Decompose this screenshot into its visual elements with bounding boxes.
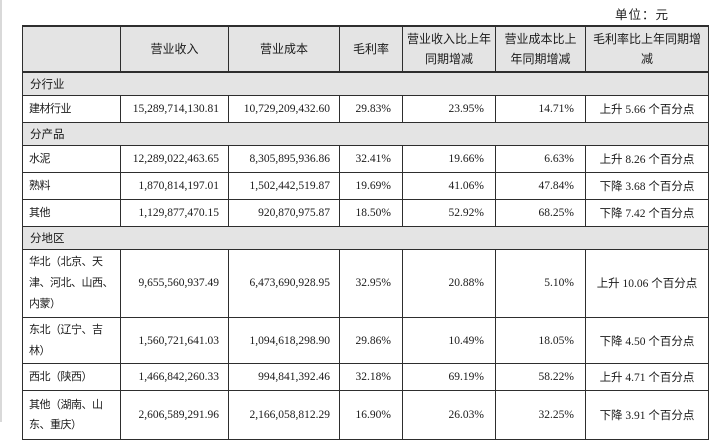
margin-cell: 32.41% bbox=[339, 145, 403, 173]
data-row: 建材行业 15,289,714,130.81 10,729,209,432.60 29… bbox=[22, 95, 709, 123]
cost-cell: 1,094,618,298.90 bbox=[228, 316, 340, 365]
revenue-yoy-cell: 41.06% bbox=[402, 172, 496, 200]
revenue-cell: 1,560,721,641.03 bbox=[120, 316, 229, 365]
cost-yoy-cell: 47.84% bbox=[495, 172, 586, 200]
cost-cell: 2,166,058,812.29 bbox=[228, 390, 340, 440]
column-header-cost_yoy: 营业成本比上年同期增减 bbox=[495, 25, 586, 73]
cost-cell: 994,841,392.46 bbox=[228, 363, 340, 392]
section-label-cell: 分地区 bbox=[22, 226, 709, 250]
revenue-cell: 2,606,589,291.96 bbox=[120, 390, 229, 440]
cost-yoy-cell: 5.10% bbox=[495, 249, 586, 318]
section-row: 分产品 bbox=[22, 122, 709, 146]
row-label-cell: 水泥 bbox=[22, 145, 121, 173]
cost-yoy-cell: 14.71% bbox=[495, 95, 586, 123]
revenue-cell: 1,466,842,260.33 bbox=[120, 363, 229, 392]
margin-cell: 32.18% bbox=[339, 363, 403, 392]
margin-yoy-cell: 上升 10.06 个百分点 bbox=[585, 249, 709, 318]
revenue-cell: 9,655,560,937.49 bbox=[120, 249, 229, 318]
section-row: 分行业 bbox=[22, 71, 709, 96]
table-body: 分行业 建材行业 15,289,714,130.81 10,729,209,432.6… bbox=[22, 71, 709, 440]
revenue-yoy-cell: 23.95% bbox=[402, 95, 496, 123]
margin-yoy-cell: 上升 5.66 个百分点 bbox=[585, 95, 709, 123]
data-row: 华北（北京、天津、河北、山西、内蒙） 9,655,560,937.49 6,473,… bbox=[22, 249, 709, 318]
margin-cell: 16.90% bbox=[339, 390, 403, 440]
margin-cell: 19.69% bbox=[339, 172, 403, 200]
cost-cell: 1,502,442,519.87 bbox=[228, 172, 340, 200]
cost-yoy-cell: 58.22% bbox=[495, 363, 586, 392]
cost-yoy-cell: 18.05% bbox=[495, 316, 586, 365]
row-label-cell: 华北（北京、天津、河北、山西、内蒙） bbox=[22, 249, 121, 318]
column-header-margin_yoy: 毛利率比上年同期增减 bbox=[585, 25, 709, 73]
table-header: 营业收入 营业成本 毛利率 营业收入比上年同期增减 营业成本比上年同期增减 毛利率比上年同… bbox=[22, 25, 709, 73]
page-edge-line bbox=[0, 0, 2, 422]
revenue-yoy-cell: 26.03% bbox=[402, 390, 496, 440]
section-label-cell: 分行业 bbox=[22, 71, 709, 96]
revenue-cell: 12,289,022,463.65 bbox=[120, 145, 229, 173]
margin-cell: 29.86% bbox=[339, 316, 403, 365]
cost-yoy-cell: 6.63% bbox=[495, 145, 586, 173]
cost-cell: 10,729,209,432.60 bbox=[228, 95, 340, 123]
data-row: 东北（辽宁、吉林） 1,560,721,641.03 1,094,618,298.9… bbox=[22, 316, 709, 365]
column-header-revenue: 营业收入 bbox=[120, 25, 229, 73]
row-label-cell: 东北（辽宁、吉林） bbox=[22, 316, 121, 365]
revenue-yoy-cell: 69.19% bbox=[402, 363, 496, 392]
data-row: 熟料 1,870,814,197.01 1,502,442,519.87 19.69%… bbox=[22, 172, 709, 200]
revenue-cell: 1,129,877,470.15 bbox=[120, 199, 229, 227]
cost-cell: 920,870,975.87 bbox=[228, 199, 340, 227]
margin-yoy-cell: 下降 4.50 个百分点 bbox=[585, 316, 709, 365]
revenue-yoy-cell: 20.88% bbox=[402, 249, 496, 318]
row-label-cell: 其他 bbox=[22, 199, 121, 227]
margin-yoy-cell: 下降 7.42 个百分点 bbox=[585, 199, 709, 227]
data-row: 其他（湖南、山东、重庆） 2,606,589,291.96 2,166,058,81… bbox=[22, 390, 709, 440]
cost-yoy-cell: 68.25% bbox=[495, 199, 586, 227]
column-header-cost: 营业成本 bbox=[228, 25, 340, 73]
cost-yoy-cell: 32.25% bbox=[495, 390, 586, 440]
data-row: 其他 1,129,877,470.15 920,870,975.87 18.50% 52… bbox=[22, 199, 709, 227]
section-row: 分地区 bbox=[22, 226, 709, 250]
column-header-margin: 毛利率 bbox=[339, 25, 403, 73]
revenue-yoy-cell: 19.66% bbox=[402, 145, 496, 173]
margin-yoy-cell: 上升 8.26 个百分点 bbox=[585, 145, 709, 173]
header-row: 营业收入 营业成本 毛利率 营业收入比上年同期增减 营业成本比上年同期增减 毛利率比上年同… bbox=[22, 25, 709, 73]
row-label-cell: 建材行业 bbox=[22, 95, 121, 123]
row-label-cell: 熟料 bbox=[22, 172, 121, 200]
data-row: 西北（陕西） 1,466,842,260.33 994,841,392.46 32.1… bbox=[22, 363, 709, 392]
row-label-cell: 其他（湖南、山东、重庆） bbox=[22, 390, 121, 440]
revenue-yoy-cell: 52.92% bbox=[402, 199, 496, 227]
margin-cell: 32.95% bbox=[339, 249, 403, 318]
margin-cell: 29.83% bbox=[339, 95, 403, 123]
column-header-revenue_yoy: 营业收入比上年同期增减 bbox=[402, 25, 496, 73]
cost-cell: 8,305,895,936.86 bbox=[228, 145, 340, 173]
financial-table: 营业收入 营业成本 毛利率 营业收入比上年同期增减 营业成本比上年同期增减 毛利率比上年同… bbox=[22, 25, 709, 440]
margin-cell: 18.50% bbox=[339, 199, 403, 227]
data-row: 水泥 12,289,022,463.65 8,305,895,936.86 32.41… bbox=[22, 145, 709, 173]
column-header-label bbox=[22, 25, 121, 73]
row-label-cell: 西北（陕西） bbox=[22, 363, 121, 392]
revenue-cell: 1,870,814,197.01 bbox=[120, 172, 229, 200]
revenue-yoy-cell: 10.49% bbox=[402, 316, 496, 365]
margin-yoy-cell: 下降 3.91 个百分点 bbox=[585, 390, 709, 440]
revenue-cell: 15,289,714,130.81 bbox=[120, 95, 229, 123]
section-label-cell: 分产品 bbox=[22, 122, 709, 146]
margin-yoy-cell: 上升 4.71 个百分点 bbox=[585, 363, 709, 392]
unit-label: 单位：元 bbox=[614, 8, 669, 22]
margin-yoy-cell: 下降 3.68 个百分点 bbox=[585, 172, 709, 200]
cost-cell: 6,473,690,928.95 bbox=[228, 249, 340, 318]
